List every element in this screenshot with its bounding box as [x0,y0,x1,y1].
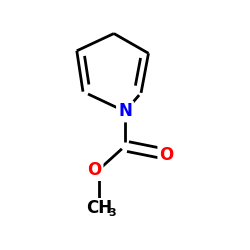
Text: O: O [87,161,102,179]
Text: N: N [118,102,132,120]
Text: O: O [160,146,174,164]
Text: CH: CH [86,199,112,217]
Text: 3: 3 [108,208,116,218]
